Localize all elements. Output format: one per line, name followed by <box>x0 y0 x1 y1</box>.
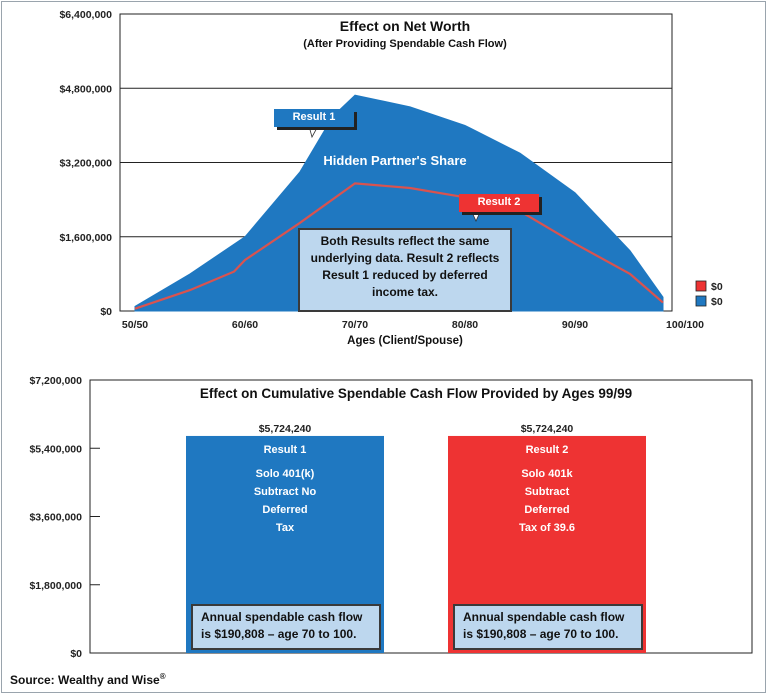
net-worth-y-tick-label: $3,200,000 <box>59 158 112 170</box>
bar-1-line-1: Solo 401(k) <box>255 468 315 480</box>
net-worth-y-tick-label: $0 <box>100 306 112 318</box>
results-note: Both Results reflect the same underlying… <box>298 228 512 312</box>
cash-flow-bar-value-2: $5,724,240 <box>521 423 574 435</box>
cash-flow-y-tick-label: $5,400,000 <box>29 443 82 455</box>
bar-2-line-1: Solo 401k <box>521 468 573 480</box>
cash-flow-y-tick-label: $7,200,000 <box>29 375 82 387</box>
cash-flow-y-tick-label: $3,600,000 <box>29 512 82 524</box>
bar-1-name: Result 1 <box>263 444 307 456</box>
net-worth-subtitle: (After Providing Spendable Cash Flow) <box>303 38 507 50</box>
registered-mark: ® <box>159 672 166 681</box>
bar-2-labels: Result 2 Solo 401k Subtract Deferred Tax… <box>448 441 646 537</box>
net-worth-y-tick-label: $1,600,000 <box>59 232 112 244</box>
bar-2-line-4: Tax of 39.6 <box>518 522 576 534</box>
net-worth-x-tick-label: 90/90 <box>562 319 588 331</box>
legend-label-red: $0 <box>711 281 723 293</box>
net-worth-x-tick-label: 80/80 <box>452 319 478 331</box>
result-1-callout: Result 1 <box>274 109 354 127</box>
cash-flow-y-tick-label: $1,800,000 <box>29 580 82 592</box>
result-2-line <box>134 182 664 310</box>
bar-2-line-3: Deferred <box>524 504 570 516</box>
bar-1-line-3: Deferred <box>262 504 308 516</box>
result-2-callout: Result 2 <box>459 194 539 212</box>
legend-label-blue: $0 <box>711 296 723 308</box>
net-worth-title: Effect on Net Worth <box>340 18 470 34</box>
bar-1-labels: Result 1 Solo 401(k) Subtract No Deferre… <box>186 441 384 537</box>
bar-2-name: Result 2 <box>525 444 569 456</box>
net-worth-x-axis-label: Ages (Client/Spouse) <box>347 335 463 347</box>
legend-swatch-red <box>695 280 707 292</box>
net-worth-y-tick-label: $4,800,000 <box>59 83 112 95</box>
net-worth-x-tick-label: 100/100 <box>666 319 704 331</box>
cash-flow-title: Effect on Cumulative Spendable Cash Flow… <box>200 386 632 401</box>
bar-2-note: Annual spendable cash flow is $190,808 –… <box>453 604 643 650</box>
bar-2-line-2: Subtract <box>524 486 570 498</box>
net-worth-x-tick-label: 50/50 <box>122 319 148 331</box>
source-text: Source: Wealthy and Wise <box>10 673 160 687</box>
legend-swatch-blue <box>695 295 707 307</box>
hidden-partner-share-label: Hidden Partner's Share <box>323 153 466 168</box>
cash-flow-bar-value-1: $5,724,240 <box>259 423 312 435</box>
net-worth-x-tick-label: 70/70 <box>342 319 368 331</box>
net-worth-x-tick-label: 60/60 <box>232 319 258 331</box>
net-worth-y-tick-label: $6,400,000 <box>59 9 112 21</box>
cash-flow-y-tick-label: $0 <box>70 648 82 660</box>
bar-1-line-4: Tax <box>275 522 295 534</box>
bar-1-note: Annual spendable cash flow is $190,808 –… <box>191 604 381 650</box>
result-1-area <box>134 94 664 312</box>
source-credit: Source: Wealthy and Wise® <box>10 672 166 687</box>
bar-1-line-2: Subtract No <box>253 486 317 498</box>
